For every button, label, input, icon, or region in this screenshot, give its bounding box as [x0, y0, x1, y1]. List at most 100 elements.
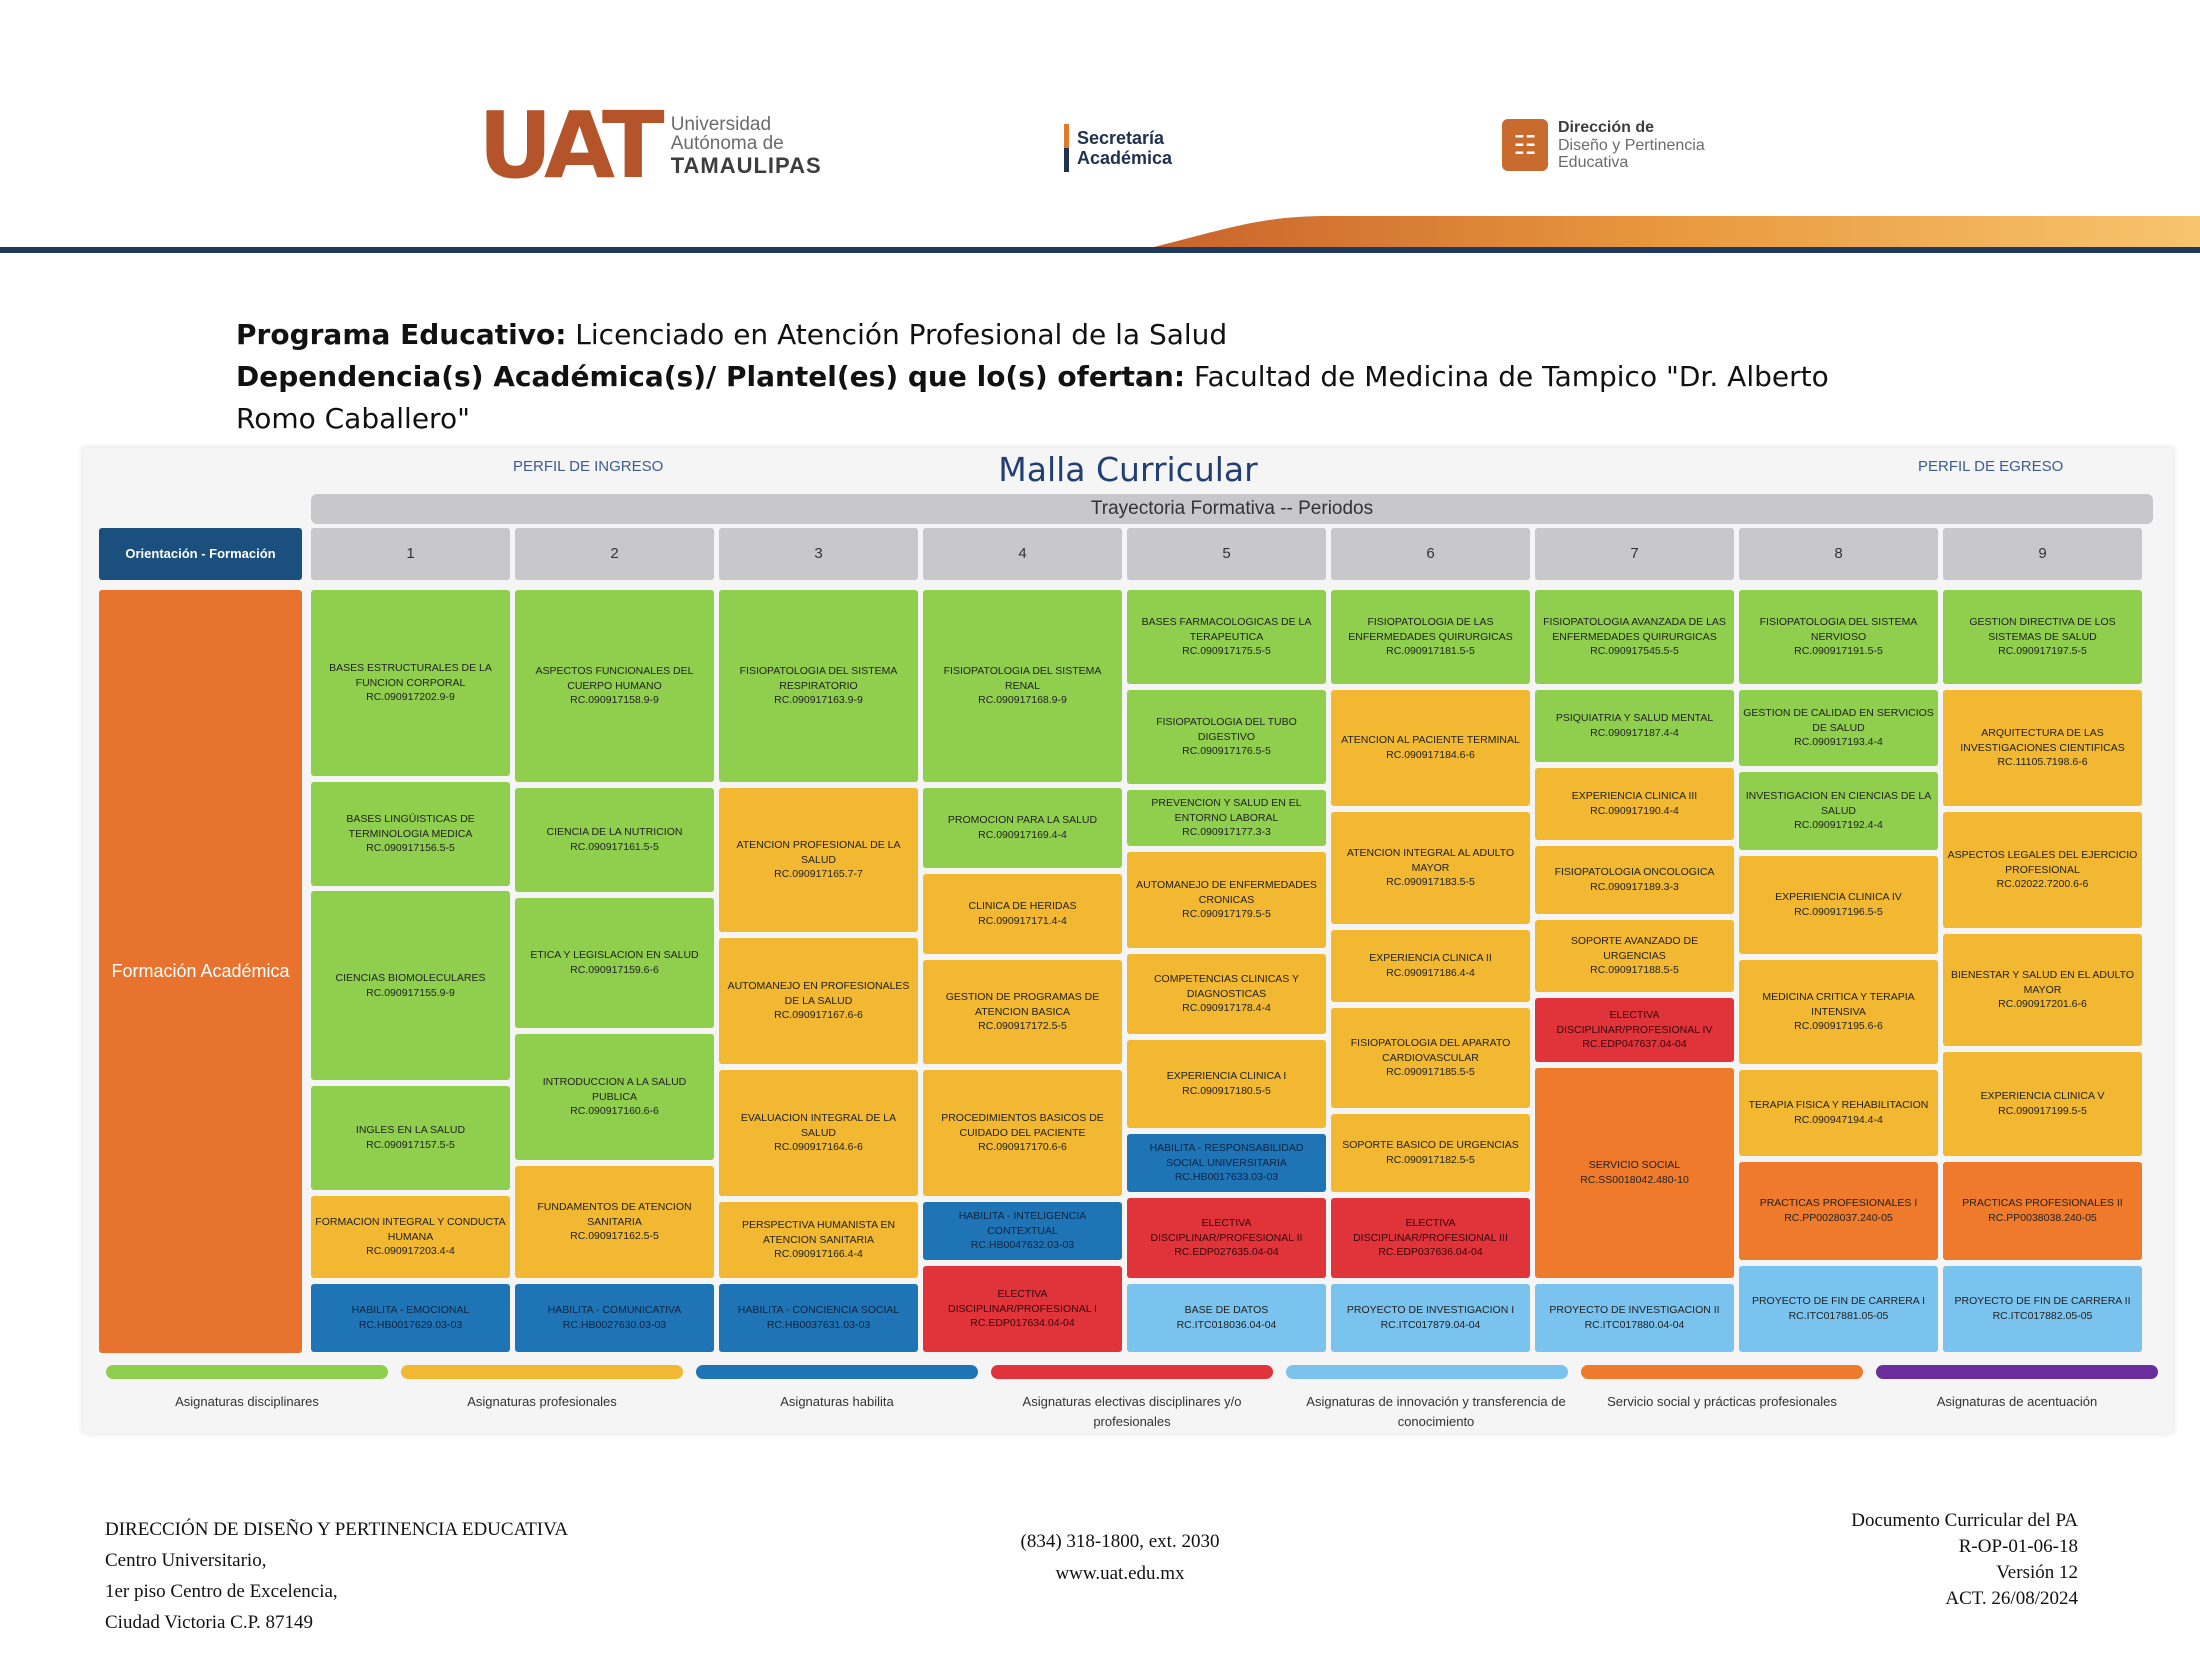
course-card[interactable]: FISIOPATOLOGIA DEL TUBO DIGESTIVO RC.0909…: [1127, 690, 1326, 784]
course-card[interactable]: BASE DE DATOS RC.ITC018036.04-04: [1127, 1284, 1326, 1352]
course-card[interactable]: PERSPECTIVA HUMANISTA EN ATENCION SANITA…: [719, 1202, 918, 1278]
course-name: PSIQUIATRIA Y SALUD MENTAL: [1555, 712, 1714, 725]
course-card[interactable]: FORMACION INTEGRAL Y CONDUCTA HUMANA RC.0…: [311, 1196, 510, 1278]
trayectoria-header: Trayectoria Formativa -- Periodos: [311, 494, 2153, 524]
course-card[interactable]: SOPORTE BASICO DE URGENCIAS RC.090917182.…: [1331, 1114, 1530, 1192]
course-card[interactable]: ELECTIVA DISCIPLINAR/PROFESIONAL II RC.ED…: [1127, 1198, 1326, 1278]
course-card[interactable]: EXPERIENCIA CLINICA V RC.090917199.5-5: [1943, 1052, 2142, 1156]
course-card[interactable]: ATENCION INTEGRAL AL ADULTO MAYOR RC.0909…: [1331, 812, 1530, 924]
course-card[interactable]: CIENCIA DE LA NUTRICION RC.090917161.5-5: [515, 788, 714, 892]
course-card[interactable]: COMPETENCIAS CLINICAS Y DIAGNOSTICAS RC.0…: [1127, 954, 1326, 1034]
course-card[interactable]: FUNDAMENTOS DE ATENCION SANITARIA RC.0909…: [515, 1166, 714, 1278]
course-card[interactable]: BASES FARMACOLOGICAS DE LA TERAPEUTICA RC…: [1127, 590, 1326, 684]
period-header-3: 3: [719, 528, 918, 580]
course-card[interactable]: FISIOPATOLOGIA DE LAS ENFERMEDADES QUIRU…: [1331, 590, 1530, 684]
course-card[interactable]: ELECTIVA DISCIPLINAR/PROFESIONAL I RC.EDP…: [923, 1266, 1122, 1352]
course-card[interactable]: EVALUACION INTEGRAL DE LA SALUD RC.090917…: [719, 1070, 918, 1196]
course-card[interactable]: FISIOPATOLOGIA DEL SISTEMA RENAL RC.09091…: [923, 590, 1122, 782]
course-name: ELECTIVA DISCIPLINAR/PROFESIONAL I: [948, 1287, 1097, 1315]
course-card[interactable]: ASPECTOS FUNCIONALES DEL CUERPO HUMANO RC…: [515, 590, 714, 782]
course-code: RC.090917179.5-5: [1182, 908, 1271, 921]
course-card[interactable]: INTRODUCCION A LA SALUD PUBLICA RC.090917…: [515, 1034, 714, 1160]
course-card[interactable]: AUTOMANEJO DE ENFERMEDADES CRONICAS RC.09…: [1127, 852, 1326, 948]
course-card[interactable]: ASPECTOS LEGALES DEL EJERCICIO PROFESION…: [1943, 812, 2142, 928]
course-card[interactable]: PROYECTO DE FIN DE CARRERA II RC.ITC01788…: [1943, 1266, 2142, 1352]
legend-label-habilita: Asignaturas habilita: [780, 1394, 894, 1409]
course-card[interactable]: PRACTICAS PROFESIONALES II RC.PP0038038.2…: [1943, 1162, 2142, 1260]
course-card[interactable]: MEDICINA CRITICA Y TERAPIA INTENSIVA RC.0…: [1739, 960, 1938, 1064]
direccion-line2: Diseño y Pertinencia: [1558, 136, 1705, 154]
course-name: FUNDAMENTOS DE ATENCION SANITARIA: [537, 1200, 692, 1228]
course-code: RC.ITC017880.04-04: [1584, 1319, 1685, 1331]
course-card[interactable]: BASES ESTRUCTURALES DE LA FUNCION CORPOR…: [311, 590, 510, 776]
course-card[interactable]: PROCEDIMIENTOS BASICOS DE CUIDADO DEL PA…: [923, 1070, 1122, 1196]
legend-swatch-habilita: [696, 1365, 978, 1379]
footer-address: DIRECCIÓN DE DISEÑO Y PERTINENCIA EDUCAT…: [105, 1514, 568, 1638]
course-card[interactable]: HABILITA - INTELIGENCIA CONTEXTUAL RC.HB0…: [923, 1202, 1122, 1260]
course-card[interactable]: BASES LINGÜISTICAS DE TERMINOLOGIA MEDIC…: [311, 782, 510, 886]
secretaria-line2: Académica: [1077, 148, 1173, 168]
course-card[interactable]: FISIOPATOLOGIA DEL APARATO CARDIOVASCULA…: [1331, 1008, 1530, 1108]
course-name: PROYECTO DE FIN DE CARRERA II: [1954, 1295, 2131, 1308]
course-card[interactable]: EXPERIENCIA CLINICA II RC.090917186.4-4: [1331, 930, 1530, 1002]
course-card[interactable]: ETICA Y LEGISLACION EN SALUD RC.090917159…: [515, 898, 714, 1028]
course-card[interactable]: PROYECTO DE FIN DE CARRERA I RC.ITC017881…: [1739, 1266, 1938, 1352]
course-card[interactable]: TERAPIA FISICA Y REHABILITACION RC.090947…: [1739, 1070, 1938, 1156]
course-card[interactable]: GESTION DE PROGRAMAS DE ATENCION BASICA R…: [923, 960, 1122, 1064]
course-card[interactable]: PROYECTO DE INVESTIGACION II RC.ITC017880…: [1535, 1284, 1734, 1352]
course-card[interactable]: PREVENCION Y SALUD EN EL ENTORNO LABORAL…: [1127, 790, 1326, 846]
course-card[interactable]: PRACTICAS PROFESIONALES I RC.PP0028037.24…: [1739, 1162, 1938, 1260]
course-name: ELECTIVA DISCIPLINAR/PROFESIONAL III: [1353, 1216, 1508, 1244]
course-code: RC.11105.7198.6-6: [1997, 756, 2088, 769]
legend-swatch-profesionales: [401, 1365, 683, 1379]
footer-website-link[interactable]: www.uat.edu.mx: [1055, 1563, 1185, 1584]
course-card[interactable]: INGLES EN LA SALUD RC.090917157.5-5: [311, 1086, 510, 1190]
period-header-1: 1: [311, 528, 510, 580]
course-card[interactable]: FISIOPATOLOGIA ONCOLOGICA RC.090917189.3-…: [1535, 846, 1734, 914]
course-card[interactable]: ARQUITECTURA DE LAS INVESTIGACIONES CIEN…: [1943, 690, 2142, 806]
perfil-egreso-link[interactable]: PERFIL DE EGRESO: [1918, 458, 2064, 475]
course-card[interactable]: PROMOCION PARA LA SALUD RC.090917169.4-4: [923, 788, 1122, 868]
course-name: PRACTICAS PROFESIONALES II: [1962, 1197, 2123, 1210]
course-name: ATENCION INTEGRAL AL ADULTO MAYOR: [1346, 846, 1515, 874]
perfil-ingreso-link[interactable]: PERFIL DE INGRESO: [513, 458, 664, 475]
course-name: MEDICINA CRITICA Y TERAPIA INTENSIVA: [1762, 990, 1915, 1018]
programa-educativo-label: Programa Educativo:: [236, 318, 567, 351]
course-card[interactable]: SOPORTE AVANZADO DE URGENCIAS RC.09091718…: [1535, 920, 1734, 992]
course-card[interactable]: ELECTIVA DISCIPLINAR/PROFESIONAL III RC.E…: [1331, 1198, 1530, 1278]
course-name: COMPETENCIAS CLINICAS Y DIAGNOSTICAS: [1153, 972, 1300, 1000]
course-card[interactable]: INVESTIGACION EN CIENCIAS DE LA SALUD RC.…: [1739, 772, 1938, 850]
course-card[interactable]: CLINICA DE HERIDAS RC.090917171.4-4: [923, 874, 1122, 954]
course-card[interactable]: EXPERIENCIA CLINICA I RC.090917180.5-5: [1127, 1040, 1326, 1128]
course-card[interactable]: PSIQUIATRIA Y SALUD MENTAL RC.090917187.4…: [1535, 690, 1734, 762]
course-card[interactable]: HABILITA - RESPONSABILIDAD SOCIAL UNIVER…: [1127, 1134, 1326, 1192]
course-card[interactable]: HABILITA - EMOCIONAL RC.HB0017629.03-03: [311, 1284, 510, 1352]
course-name: ELECTIVA DISCIPLINAR/PROFESIONAL II: [1150, 1216, 1303, 1244]
course-card[interactable]: ATENCION PROFESIONAL DE LA SALUD RC.09091…: [719, 788, 918, 932]
course-card[interactable]: PROYECTO DE INVESTIGACION I RC.ITC017879.…: [1331, 1284, 1530, 1352]
course-card[interactable]: HABILITA - COMUNICATIVA RC.HB0027630.03-0…: [515, 1284, 714, 1352]
course-card[interactable]: CIENCIAS BIOMOLECULARES RC.090917155.9-9: [311, 891, 510, 1080]
course-card[interactable]: FISIOPATOLOGIA AVANZADA DE LAS ENFERMEDA…: [1535, 590, 1734, 684]
course-card[interactable]: HABILITA - CONCIENCIA SOCIAL RC.HB0037631…: [719, 1284, 918, 1352]
course-card[interactable]: AUTOMANEJO EN PROFESIONALES DE LA SALUD R…: [719, 938, 918, 1064]
course-code: RC.ITC018036.04-04: [1176, 1319, 1277, 1331]
course-code: RC.090917161.5-5: [570, 841, 659, 853]
course-card[interactable]: GESTION DE CALIDAD EN SERVICIOS DE SALUD…: [1739, 690, 1938, 766]
course-card[interactable]: BIENESTAR Y SALUD EN EL ADULTO MAYOR RC.0…: [1943, 934, 2142, 1046]
period-header-4: 4: [923, 528, 1122, 580]
course-card[interactable]: FISIOPATOLOGIA DEL SISTEMA RESPIRATORIO R…: [719, 590, 918, 782]
course-card[interactable]: EXPERIENCIA CLINICA III RC.090917190.4-4: [1535, 768, 1734, 840]
course-card[interactable]: ELECTIVA DISCIPLINAR/PROFESIONAL IV RC.ED…: [1535, 998, 1734, 1062]
course-code: RC.090917171.4-4: [978, 915, 1067, 927]
course-code: RC.090917157.5-5: [366, 1139, 455, 1151]
course-code: RC.090917170.6-6: [978, 1141, 1067, 1154]
course-card[interactable]: FISIOPATOLOGIA DEL SISTEMA NERVIOSO RC.09…: [1739, 590, 1938, 684]
course-card[interactable]: SERVICIO SOCIAL RC.SS0018042.480-10: [1535, 1068, 1734, 1278]
course-code: RC.090917168.9-9: [978, 694, 1067, 707]
course-card[interactable]: ATENCION AL PACIENTE TERMINAL RC.09091718…: [1331, 690, 1530, 806]
course-card[interactable]: EXPERIENCIA CLINICA IV RC.090917196.5-5: [1739, 856, 1938, 954]
legend-swatch-acentuacion: [1876, 1365, 2158, 1379]
course-code: RC.090917158.9-9: [570, 694, 659, 707]
course-card[interactable]: GESTION DIRECTIVA DE LOS SISTEMAS DE SAL…: [1943, 590, 2142, 684]
